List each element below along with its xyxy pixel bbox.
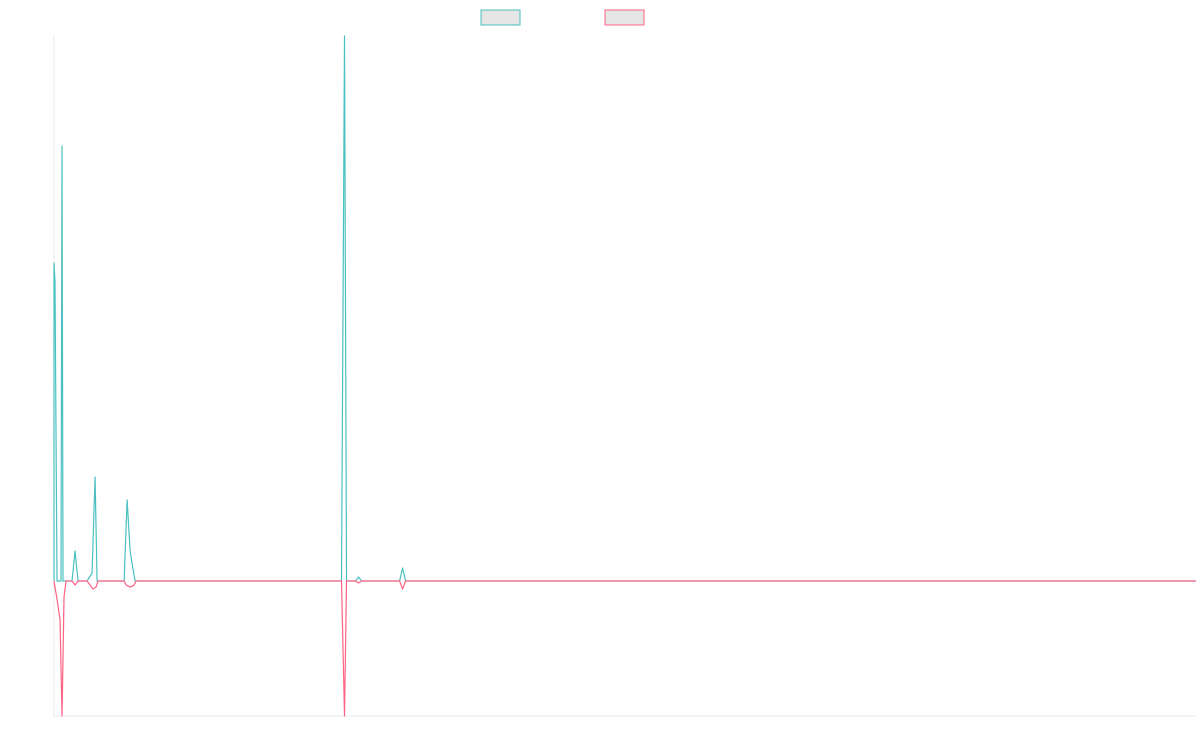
axes: [53, 36, 1196, 717]
series-line-2: [53, 580, 1196, 717]
series-line-1: [53, 35, 1196, 582]
legend: [480, 9, 645, 26]
series-lines: [53, 35, 1196, 717]
legend-swatch-1[interactable]: [480, 9, 521, 26]
legend-swatch-2[interactable]: [604, 9, 645, 26]
